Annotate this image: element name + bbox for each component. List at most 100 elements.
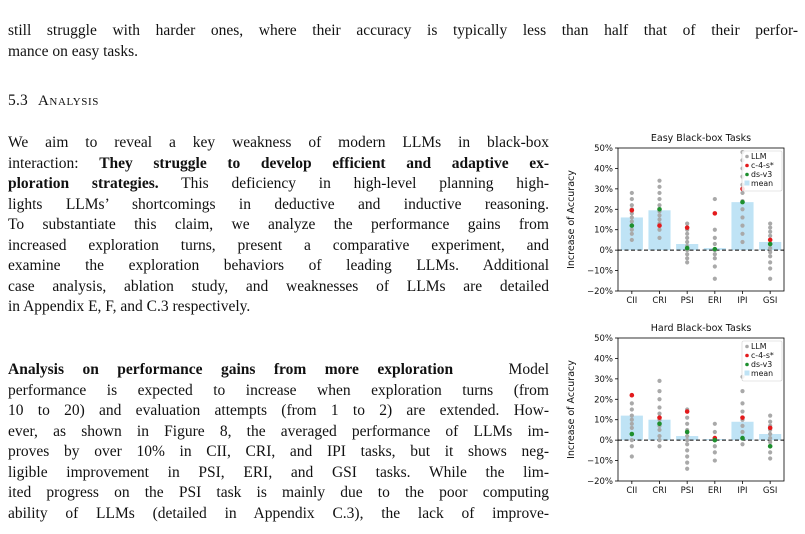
section-title: Analysis [37,93,99,109]
point-llm [657,444,662,449]
hard-tasks-chart: Hard Black-box Tasks Increase of Accuracy… [562,320,805,502]
x-tick-label: PSI [681,486,694,496]
point-llm [657,389,662,394]
para2-line: performance is expected to increase when… [8,381,549,399]
legend-box [741,340,783,382]
para1-line: case analysis, ablation study, and weakn… [8,277,549,295]
y-tick-label: 0% [600,436,614,446]
point-llm [712,196,717,202]
point-llm [712,421,717,426]
y-tick-label: 50% [594,334,613,344]
para1-line: ploration strategies. This deficiency in… [8,175,549,192]
point-ds-v3 [629,223,635,228]
point-llm [712,429,717,435]
point-llm [740,401,745,406]
point-c-4-s [740,415,745,420]
point-llm [629,203,634,208]
point-llm [657,217,662,222]
point-c-4-s [767,237,773,243]
x-tick-label: CRI [652,486,666,496]
point-llm [740,223,745,228]
point-c-4-s [629,392,635,398]
x-tick-label: GSI [763,296,778,306]
para1-line: interaction: They struggle to develop ef… [8,154,549,172]
para1-bold-claim: They struggle to develop efficient and a… [99,154,549,172]
point-llm [629,417,634,422]
point-llm [685,256,690,261]
point-llm [629,425,634,430]
point-llm [740,239,745,245]
para2-line: proves by over 10% in CII, CRI, and IPI … [8,443,549,460]
point-llm [740,207,745,212]
point-llm [657,411,662,416]
point-llm [712,241,717,247]
x-tick-label: ERI [708,486,722,496]
point-llm [685,421,690,426]
point-llm [657,213,662,218]
point-llm [740,423,745,428]
para2-line: ligible improvement in PSI, ERI, and GSI… [8,463,549,481]
point-ds-v3 [629,431,635,437]
point-llm [740,215,745,220]
y-tick-label: 20% [594,395,613,405]
point-llm [657,378,662,383]
y-tick-label: −20% [587,287,613,297]
point-llm [740,442,745,447]
legend-marker [745,172,749,177]
point-ds-v3 [684,429,690,435]
point-llm [685,221,690,226]
para2-line: ited progress on the PSI task is mainly … [8,484,549,501]
point-llm [768,450,773,455]
point-c-4-s [629,208,635,213]
point-llm [657,227,662,232]
x-tick-label: CII [626,486,637,496]
point-llm [657,433,662,439]
legend-entry: mean [751,369,773,378]
point-llm [768,233,773,238]
point-llm [629,227,634,232]
legend-marker [745,353,749,358]
point-llm [740,389,745,394]
intro-line-1: still struggle with harder ones, where t… [8,22,798,39]
point-llm [657,235,662,240]
analysis-paragraph: We aim to reveal a key weakness of moder… [8,133,549,318]
point-c-4-s [712,211,718,216]
para1-line: examine the exploration behaviors of lea… [8,257,549,274]
legend-entry: c-4-s* [751,351,774,360]
legend-entry: ds-v3 [751,360,772,369]
point-llm [768,276,773,281]
section-number: 5.3 [8,92,28,109]
y-tick-label: 10% [594,416,613,426]
point-llm [712,252,717,257]
point-llm [768,260,773,265]
point-llm [629,407,634,412]
point-llm [712,444,717,449]
point-llm [712,458,717,463]
point-llm [629,454,634,459]
chart-title: Easy Black-box Tasks [651,133,751,144]
exploration-paragraph: Analysis on performance gains from more … [8,360,549,524]
para1-line: in Appendix E, F, and C.3 respectively. [8,298,251,315]
point-llm [768,419,773,424]
point-llm [629,196,634,202]
point-llm [685,438,690,443]
para2-line: ever, as shown in Figure 8, the averaged… [8,422,549,440]
y-axis-label: Increase of Accuracy [566,360,577,459]
point-llm [685,448,690,453]
point-ds-v3 [740,199,745,205]
point-llm [768,221,773,226]
para2-heading: Analysis on performance gains from more … [8,361,454,378]
x-tick-label: GSI [763,486,778,496]
intro-line-2: mance on easy tasks. [8,42,138,60]
point-llm [768,254,773,259]
legend-marker [744,180,750,186]
section-heading: 5.3 Analysis [8,92,99,110]
point-llm [657,438,662,443]
y-tick-label: 30% [594,185,613,195]
point-llm [712,264,717,269]
point-llm [629,401,634,406]
para2-line: ability of LLMs (detailed in Appendix C.… [8,504,549,522]
point-llm [685,466,690,471]
point-c-4-s [767,425,773,431]
y-tick-label: −10% [587,267,613,277]
